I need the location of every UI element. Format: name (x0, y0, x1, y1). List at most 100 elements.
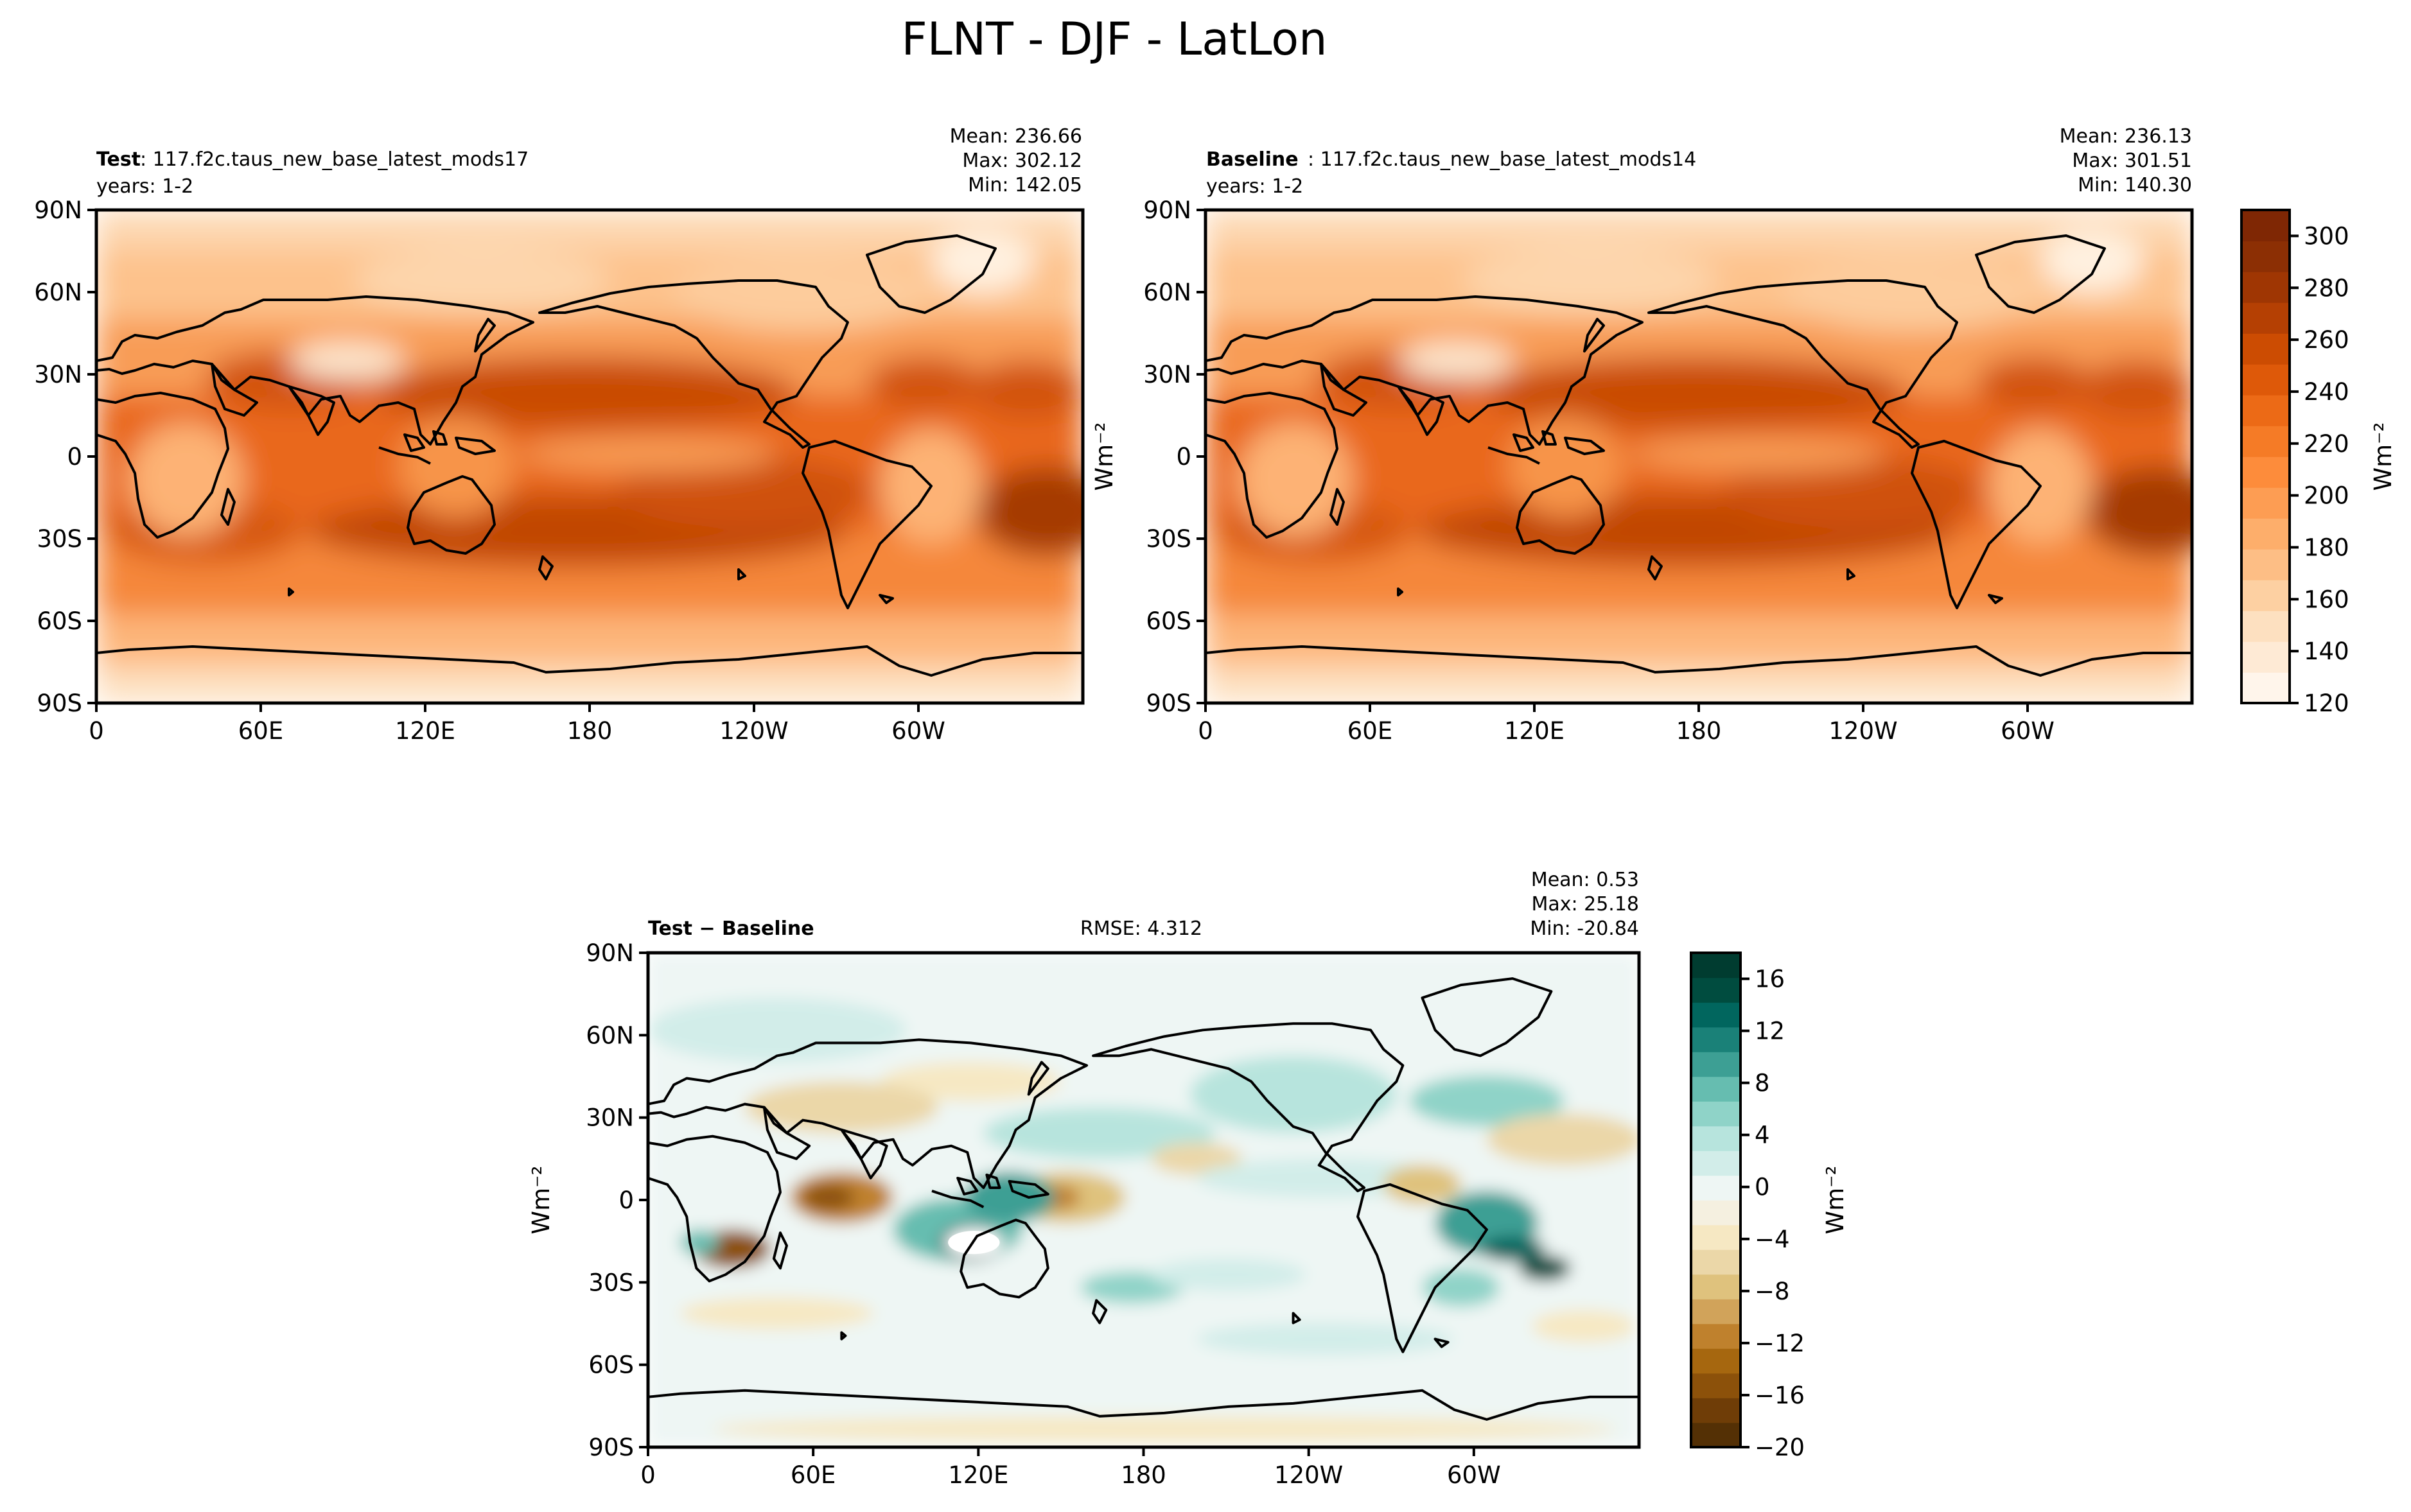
main-colorbar-segment (2241, 580, 2290, 611)
diff-stat-max: Max: 25.18 (1531, 893, 1639, 916)
y-tick-label: 60S (1146, 607, 1191, 635)
main-colorbar-segment (2241, 302, 2290, 334)
diff-title-bold: Test − Baseline (648, 917, 814, 940)
x-tick-label: 120E (948, 1461, 1008, 1489)
test-title-years: years: 1-2 (96, 175, 193, 198)
main-colorbar-tick-label: 280 (2304, 274, 2349, 302)
main-colorbar-segment (2241, 672, 2290, 704)
test-title-bold: Test (96, 148, 141, 171)
test-title-name: : 117.f2c.taus_new_base_latest_mods17 (140, 148, 529, 171)
diff-colorbar-tick-label: 0 (1755, 1174, 1770, 1201)
baseline-title-bold: Baseline (1206, 148, 1299, 171)
test-stat-mean: Mean: 236.66 (950, 125, 1082, 148)
diff-colorbar-segment (1691, 1101, 1740, 1127)
x-tick-label: 0 (89, 717, 104, 745)
y-tick-label: 60S (588, 1351, 634, 1379)
x-tick-label: 120W (1828, 717, 1897, 745)
main-colorbar-segment (2241, 272, 2290, 303)
test-stat-min: Min: 142.05 (968, 174, 1082, 196)
main-colorbar-segment (2241, 641, 2290, 673)
baseline-y-ticks: 90N 60N 30N 0 30S 60S 90S (1143, 196, 1206, 717)
main-colorbar-segment (2241, 241, 2290, 272)
y-tick-label: 60S (37, 607, 82, 635)
y-tick-label: 0 (1176, 443, 1191, 471)
x-tick-label: 120W (719, 717, 788, 745)
diff-colorbar-segment (1691, 1027, 1740, 1052)
test-x-ticks: 0 60E 120E 180 120W 60W (89, 703, 945, 745)
main-colorbar-segment (2241, 611, 2290, 642)
diff-colorbar-segment (1691, 1348, 1740, 1374)
diff-colorbar-segment (1691, 1422, 1740, 1448)
x-tick-label: 60E (1347, 717, 1392, 745)
main-colorbar-segment (2241, 518, 2290, 550)
main-colorbar-segment (2241, 456, 2290, 488)
diff-colorbar-tick-label: −4 (1755, 1226, 1790, 1253)
diff-colorbar-segment (1691, 1373, 1740, 1398)
baseline-title-name: : 117.f2c.taus_new_base_latest_mods14 (1308, 148, 1696, 171)
diff-colorbar-segment (1691, 1274, 1740, 1299)
main-colorbar-tick-label: 120 (2304, 690, 2349, 717)
x-tick-label: 0 (640, 1461, 656, 1489)
diff-colorbar-tick-label: −8 (1755, 1278, 1790, 1305)
diff-stat-mean: Mean: 0.53 (1531, 869, 1639, 891)
main-colorbar-segment (2241, 426, 2290, 457)
diff-colorbar-segment (1691, 1299, 1740, 1325)
main-colorbar-segment (2241, 549, 2290, 580)
diff-title-center: RMSE: 4.312 (1080, 917, 1202, 940)
x-tick-label: 120E (395, 717, 455, 745)
y-tick-label: 90N (1143, 196, 1191, 224)
y-tick-label: 90S (1146, 690, 1191, 717)
diff-colorbar-segment (1691, 953, 1740, 978)
y-tick-label: 30S (37, 525, 82, 553)
diff-colorbar-segment (1691, 1224, 1740, 1250)
baseline-stat-mean: Mean: 236.13 (2060, 125, 2192, 148)
diff-colorbar-segment (1691, 1076, 1740, 1102)
diff-colorbar-tick-label: 16 (1755, 966, 1785, 993)
y-tick-label: 60N (586, 1021, 634, 1049)
test-map (96, 210, 1083, 703)
baseline-title-years: years: 1-2 (1206, 175, 1303, 198)
main-colorbar-tick-label: 200 (2304, 482, 2349, 510)
diff-colorbar-tick-label: 8 (1755, 1070, 1770, 1097)
baseline-stat-max: Max: 301.51 (2072, 150, 2192, 172)
diff-colorbar-tick-label: −20 (1755, 1434, 1805, 1461)
y-tick-label: 0 (67, 443, 82, 471)
y-tick-label: 30N (1143, 361, 1191, 388)
main-colorbar-frame (2240, 209, 2291, 704)
diff-colorbar-segment (1691, 1323, 1740, 1349)
main-colorbar-segment (2241, 364, 2290, 395)
y-tick-label: 30N (34, 361, 82, 388)
main-colorbar-segment (2241, 395, 2290, 426)
main-colorbar-tick-label: 180 (2304, 534, 2349, 561)
diff-colorbar: Wm⁻² 16 12 8 4 0 −4 −8 −12 −16 −20 (1690, 952, 1849, 1461)
y-tick-label: 90N (34, 196, 82, 224)
diff-y-ticks: 90N 60N 30N 0 30S 60S 90S (586, 939, 648, 1461)
x-tick-label: 60E (238, 717, 283, 745)
diff-unit-label: Wm⁻² (527, 1166, 555, 1235)
y-tick-label: 60N (1143, 279, 1191, 306)
main-colorbar-tick-label: 300 (2304, 222, 2349, 250)
diff-colorbar-tick-label: −16 (1755, 1382, 1805, 1409)
main-colorbar-segment (2241, 487, 2290, 519)
x-tick-label: 0 (1198, 717, 1213, 745)
diff-colorbar-tick-label: 12 (1755, 1018, 1785, 1045)
diff-colorbar-segment (1691, 1052, 1740, 1077)
diff-colorbar-segment (1691, 1002, 1740, 1028)
main-colorbar: Wm⁻² 120 140 160 180 200 220 240 260 280 300 (2240, 209, 2397, 717)
diff-stat-min: Min: -20.84 (1530, 917, 1639, 940)
x-tick-label: 120E (1504, 717, 1565, 745)
diff-colorbar-segment (1691, 1249, 1740, 1275)
main-colorbar-tick-label: 140 (2304, 638, 2349, 665)
x-tick-label: 180 (567, 717, 613, 745)
diff-colorbar-frame (1690, 952, 1742, 1448)
y-tick-label: 60N (34, 279, 82, 306)
y-tick-label: 90N (586, 939, 634, 967)
x-tick-label: 60W (1447, 1461, 1501, 1489)
main-colorbar-segment (2241, 333, 2290, 365)
x-tick-label: 60W (2001, 717, 2055, 745)
test-y-ticks: 90N 60N 30N 0 30S 60S 90S (34, 196, 96, 717)
baseline-stat-min: Min: 140.30 (2078, 174, 2192, 196)
x-tick-label: 180 (1121, 1461, 1166, 1489)
y-tick-label: 90S (37, 690, 82, 717)
